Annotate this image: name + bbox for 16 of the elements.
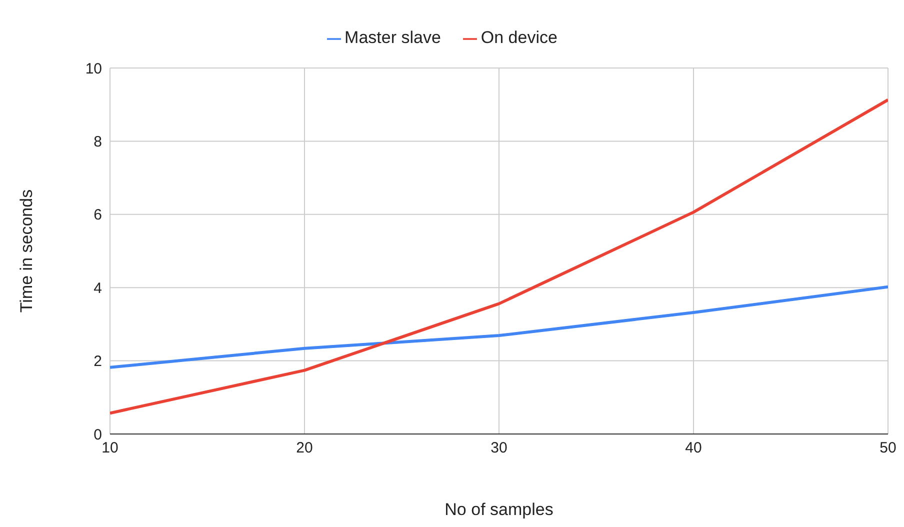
y-tick-label: 6 [94,206,102,224]
legend-label: Master slave [344,28,441,47]
x-tick-label: 50 [880,440,896,457]
y-tick-label: 8 [94,134,102,151]
y-axis-title: Time in seconds [17,189,36,313]
y-tick-label: 2 [94,353,102,370]
x-axis-title: No of samples [444,500,554,519]
y-tick-label: 4 [94,280,102,297]
legend-label: On device [480,28,558,47]
y-tick-label: 0 [94,426,102,444]
x-tick-label: 20 [296,440,313,457]
x-tick-label: 30 [490,440,508,457]
line-series [110,98,888,415]
x-tick-label: 40 [685,440,702,457]
y-tick-label: 10 [85,60,102,78]
line-series [110,285,888,369]
